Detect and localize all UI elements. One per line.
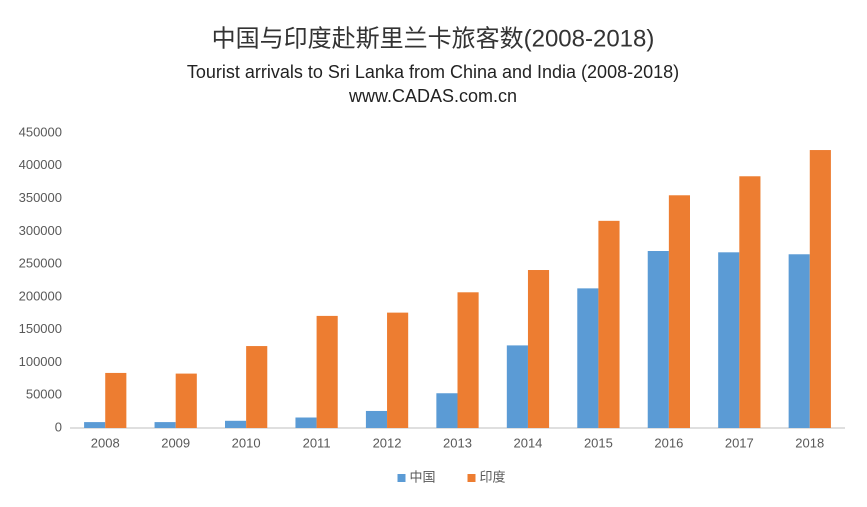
x-tick-label: 2010 bbox=[232, 435, 261, 450]
x-tick-label: 2009 bbox=[161, 435, 190, 450]
x-tick-label: 2013 bbox=[443, 435, 472, 450]
y-tick-label: 350000 bbox=[19, 190, 62, 205]
x-tick-label: 2014 bbox=[513, 435, 542, 450]
y-tick-label: 50000 bbox=[26, 387, 62, 402]
bar bbox=[365, 410, 388, 428]
bar bbox=[295, 417, 317, 428]
bar bbox=[84, 422, 106, 428]
x-tick-label: 2008 bbox=[91, 435, 120, 450]
bar bbox=[788, 254, 810, 428]
bar bbox=[225, 420, 247, 428]
x-tick-label: 2012 bbox=[373, 435, 402, 450]
y-tick-label: 250000 bbox=[19, 256, 62, 271]
x-tick-label: 2018 bbox=[795, 435, 824, 450]
legend-label: 中国 bbox=[410, 469, 436, 484]
bar bbox=[105, 372, 127, 428]
bar bbox=[175, 373, 197, 428]
chart-subtitle: Tourist arrivals to Sri Lanka from China… bbox=[187, 62, 679, 82]
bar bbox=[387, 312, 409, 428]
y-tick-label: 400000 bbox=[19, 157, 62, 172]
x-tick-label: 2015 bbox=[584, 435, 613, 450]
legend-swatch bbox=[397, 474, 406, 482]
chart-source: www.CADAS.com.cn bbox=[348, 86, 517, 106]
bar bbox=[739, 176, 761, 428]
bar bbox=[809, 150, 831, 429]
y-tick-label: 100000 bbox=[19, 354, 62, 369]
y-tick-label: 450000 bbox=[19, 124, 62, 139]
x-tick-label: 2011 bbox=[303, 435, 331, 450]
bar bbox=[527, 270, 550, 428]
bar bbox=[577, 288, 599, 428]
bar bbox=[598, 220, 620, 428]
y-tick-label: 150000 bbox=[19, 321, 62, 336]
bar bbox=[246, 346, 268, 428]
bar bbox=[647, 251, 669, 428]
bar bbox=[316, 315, 338, 428]
x-tick-label: 2016 bbox=[654, 435, 683, 450]
y-tick-label: 200000 bbox=[19, 288, 62, 303]
legend-swatch bbox=[467, 474, 476, 482]
y-tick-label: 300000 bbox=[19, 223, 62, 238]
bar bbox=[154, 422, 176, 428]
bar bbox=[436, 393, 458, 428]
chart-title: 中国与印度赴斯里兰卡旅客数(2008-2018) bbox=[212, 25, 655, 52]
legend-label: 印度 bbox=[480, 469, 506, 484]
bar bbox=[668, 195, 690, 428]
bar bbox=[506, 345, 528, 428]
x-tick-label: 2017 bbox=[725, 435, 754, 450]
y-tick-label: 0 bbox=[55, 419, 62, 434]
bar bbox=[457, 292, 479, 428]
bar bbox=[718, 252, 740, 428]
